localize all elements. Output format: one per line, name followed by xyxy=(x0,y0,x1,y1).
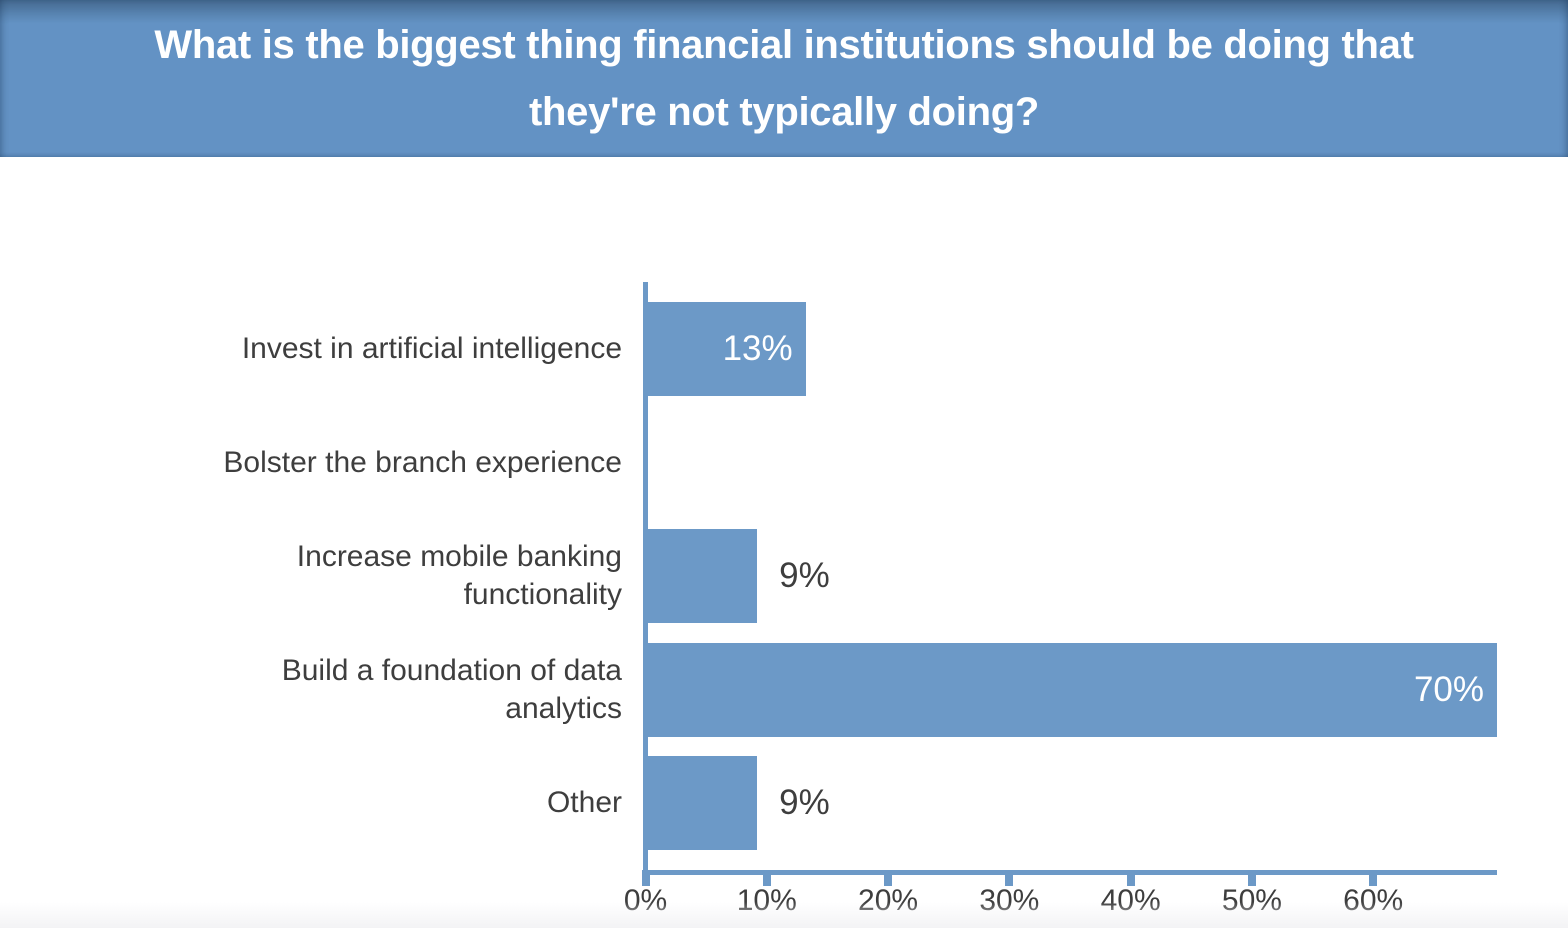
value-label: 9% xyxy=(779,556,830,596)
bar-row: Invest in artificial intelligence 13% xyxy=(0,302,1568,396)
bar-row: Increase mobile banking functionality 9% xyxy=(0,529,1568,624)
x-tick xyxy=(1005,870,1014,886)
value-label: 13% xyxy=(722,329,793,368)
x-tick xyxy=(1369,870,1378,886)
bar-row: Other 9% xyxy=(0,756,1568,851)
bar-row: Build a foundation of data analytics 70% xyxy=(0,642,1568,737)
x-tick xyxy=(1126,870,1135,886)
x-tick xyxy=(884,870,893,886)
bar-row: Bolster the branch experience xyxy=(0,416,1568,510)
category-label: Bolster the branch experience xyxy=(223,445,622,479)
category-label: Invest in artificial intelligence xyxy=(241,332,622,365)
y-axis-line xyxy=(643,282,648,875)
category-label: Other xyxy=(546,786,622,820)
bar: 70% xyxy=(648,642,1497,737)
bar xyxy=(648,529,758,624)
footer-fade xyxy=(0,902,1568,928)
header-banner: What is the biggest thing financial inst… xyxy=(0,0,1568,157)
category-label: Increase mobile banking functionality xyxy=(296,540,622,612)
x-tick xyxy=(641,870,650,886)
bar-chart: Invest in artificial intelligence 13% Bols… xyxy=(0,157,1568,917)
x-axis-line xyxy=(643,870,1497,875)
bar xyxy=(648,756,758,851)
bar: 13% xyxy=(648,302,806,396)
category-label: Build a foundation of data analytics xyxy=(281,653,622,725)
chart-title: What is the biggest thing financial inst… xyxy=(154,23,1414,134)
x-tick xyxy=(1247,870,1256,886)
value-label: 9% xyxy=(779,783,830,823)
value-label: 70% xyxy=(1413,669,1484,709)
x-tick xyxy=(762,870,771,886)
